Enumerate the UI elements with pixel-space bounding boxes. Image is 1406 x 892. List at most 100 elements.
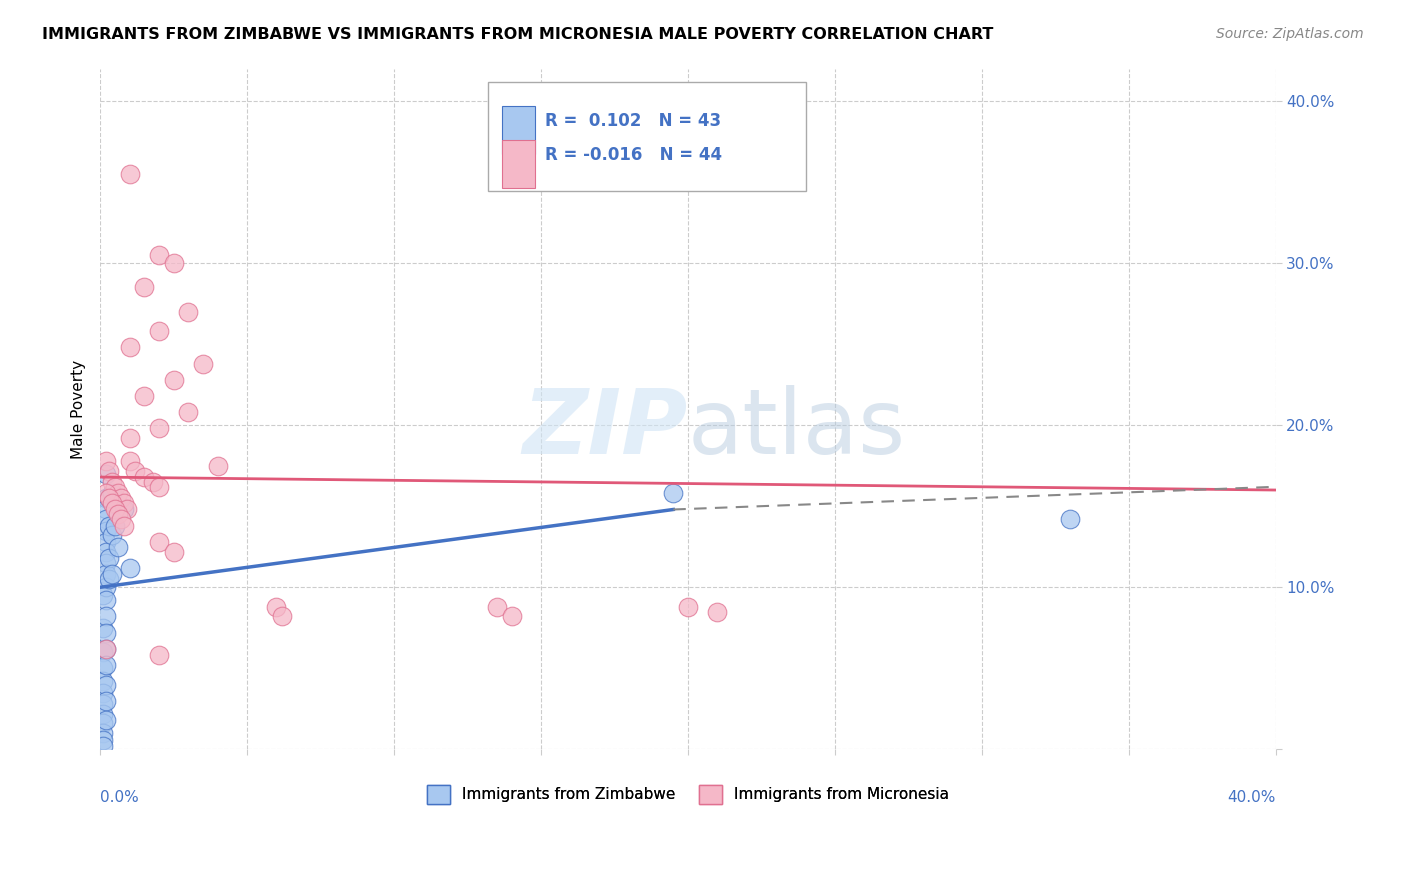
Point: [107, 540, 129, 554]
Point: [94, 454, 117, 468]
Point: [101, 475, 124, 489]
Text: R =  0.102   N = 43: R = 0.102 N = 43: [544, 112, 721, 130]
Point: [94, 641, 117, 656]
Point: [94, 524, 117, 538]
Legend: Immigrants from Zimbabwe, Immigrants from Micronesia: Immigrants from Zimbabwe, Immigrants fro…: [420, 779, 955, 810]
Bar: [502, 106, 536, 153]
Point: [91, 686, 114, 700]
Point: [266, 599, 288, 614]
Point: [112, 502, 135, 516]
Point: [110, 491, 132, 505]
Bar: [488, 82, 806, 191]
Point: [97, 464, 120, 478]
Point: [94, 486, 117, 500]
Point: [91, 716, 114, 731]
Point: [118, 454, 141, 468]
Point: [94, 658, 117, 673]
Point: [94, 567, 117, 582]
Point: [94, 502, 117, 516]
Point: [134, 280, 156, 294]
Point: [148, 535, 170, 549]
Point: [118, 431, 141, 445]
Point: [104, 480, 127, 494]
Point: [177, 405, 200, 419]
Point: [97, 491, 120, 505]
Point: [107, 486, 129, 500]
Point: [162, 544, 184, 558]
Point: [94, 544, 117, 558]
Point: [676, 599, 699, 614]
Point: [91, 732, 114, 747]
Point: [101, 567, 124, 582]
Text: ZIP: ZIP: [523, 385, 688, 474]
Point: [107, 508, 129, 522]
Point: [148, 324, 170, 338]
Point: [94, 713, 117, 727]
Point: [94, 609, 117, 624]
Bar: [502, 140, 536, 187]
Point: [162, 373, 184, 387]
Point: [97, 518, 120, 533]
Point: [112, 518, 135, 533]
Point: [112, 496, 135, 510]
Point: [94, 491, 117, 505]
Point: [91, 621, 114, 635]
Point: [101, 528, 124, 542]
Point: [177, 304, 200, 318]
Text: 0.0%: 0.0%: [100, 790, 139, 805]
Point: [148, 421, 170, 435]
Text: IMMIGRANTS FROM ZIMBABWE VS IMMIGRANTS FROM MICRONESIA MALE POVERTY CORRELATION : IMMIGRANTS FROM ZIMBABWE VS IMMIGRANTS F…: [42, 27, 994, 42]
Point: [1059, 512, 1081, 526]
Point: [94, 556, 117, 570]
Point: [118, 340, 141, 354]
Point: [91, 645, 114, 659]
Point: [104, 518, 127, 533]
Point: [271, 609, 294, 624]
Point: [91, 706, 114, 721]
Point: [94, 641, 117, 656]
Text: R = -0.016   N = 44: R = -0.016 N = 44: [544, 146, 721, 164]
Point: [101, 486, 124, 500]
Point: [142, 475, 165, 489]
Point: [94, 467, 117, 481]
Text: 40.0%: 40.0%: [1227, 790, 1275, 805]
Point: [485, 599, 508, 614]
Point: [124, 464, 146, 478]
Point: [101, 496, 124, 510]
Text: atlas: atlas: [688, 385, 905, 474]
Point: [162, 256, 184, 270]
Point: [706, 605, 728, 619]
Point: [91, 661, 114, 675]
Point: [148, 648, 170, 663]
Point: [134, 470, 156, 484]
Point: [118, 561, 141, 575]
Point: [91, 674, 114, 689]
Point: [94, 694, 117, 708]
Point: [94, 593, 117, 607]
Point: [110, 512, 132, 526]
Point: [94, 625, 117, 640]
Point: [118, 167, 141, 181]
Point: [91, 589, 114, 603]
Point: [97, 491, 120, 505]
Point: [115, 502, 138, 516]
Point: [91, 739, 114, 754]
Point: [91, 726, 114, 740]
Point: [97, 572, 120, 586]
Point: [94, 677, 117, 691]
Point: [662, 486, 685, 500]
Point: [501, 609, 523, 624]
Y-axis label: Male Poverty: Male Poverty: [72, 359, 86, 458]
Point: [97, 551, 120, 566]
Point: [94, 580, 117, 594]
Text: Source: ZipAtlas.com: Source: ZipAtlas.com: [1216, 27, 1364, 41]
Point: [91, 697, 114, 711]
Point: [148, 480, 170, 494]
Point: [134, 389, 156, 403]
Point: [94, 512, 117, 526]
Point: [104, 502, 127, 516]
Point: [148, 248, 170, 262]
Point: [191, 357, 214, 371]
Point: [94, 535, 117, 549]
Point: [207, 458, 229, 473]
